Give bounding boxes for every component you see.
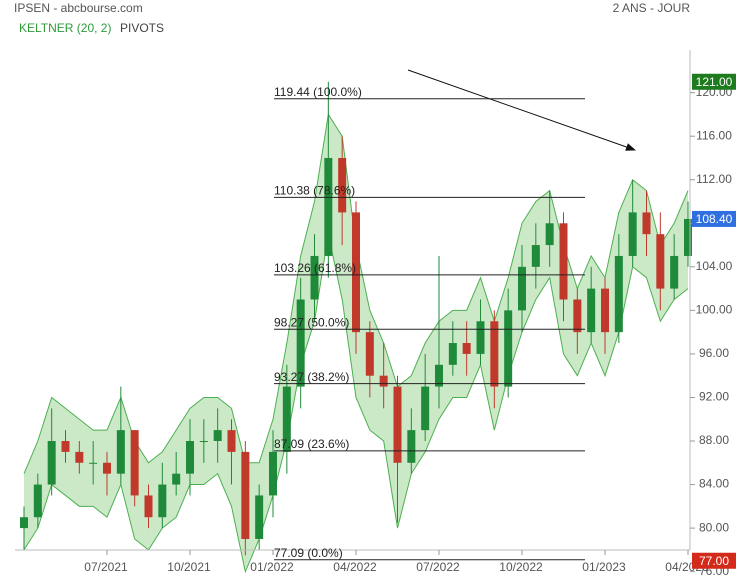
candle-body [601, 288, 609, 333]
candle-body [614, 255, 623, 333]
y-tick-label: 116.00 [696, 128, 732, 142]
candle-body [407, 430, 416, 463]
candle-body [518, 266, 526, 311]
candle-body [144, 495, 153, 518]
candle-body [504, 310, 513, 387]
x-tick-label: 10/2022 [499, 560, 543, 574]
annotation-arrow [407, 69, 636, 151]
x-tick-label: 01/2022 [250, 560, 294, 574]
candle-body [227, 430, 236, 452]
price-marker-label: 121.00 [696, 75, 733, 89]
fib-levels: 119.44 (100.0%) 110.38 (78.6%) 103.26 (61.… [274, 85, 585, 561]
candle-body [573, 299, 582, 333]
candle-body [172, 473, 181, 485]
y-tick-label: 88.00 [699, 433, 729, 447]
x-tick-label: 04/2022 [333, 560, 377, 574]
candle-body [476, 321, 485, 354]
candle-body [33, 484, 42, 518]
candle-body [559, 223, 568, 300]
y-tick-label: 104.00 [696, 259, 733, 273]
period: 2 ANS - JOUR [613, 1, 691, 15]
candle-body [531, 245, 540, 267]
price-marker [692, 552, 736, 569]
fib-label: 103.26 (61.8%) [274, 261, 356, 275]
fib-label: 93.27 (38.2%) [274, 370, 349, 384]
candle-body [103, 462, 111, 474]
fib-label: 110.38 (78.6%) [274, 184, 355, 198]
y-tick-label: 112.00 [696, 172, 732, 186]
candle-body [670, 255, 679, 289]
candle-body [310, 255, 319, 300]
candle-body [324, 157, 333, 256]
candle-body [393, 386, 402, 463]
candle-body [365, 332, 374, 376]
legend-keltner: KELTNER (20, 2) [19, 21, 111, 35]
candle-body [158, 484, 167, 518]
candle-body [213, 430, 222, 442]
y-tick-label: 84.00 [699, 477, 729, 491]
candle-body [75, 451, 84, 463]
fib-label: 98.27 (50.0%) [274, 315, 349, 329]
x-tick-label: 07/2022 [416, 560, 460, 574]
candle-body [379, 375, 388, 387]
candle-body [448, 343, 457, 365]
candle-body [296, 299, 305, 387]
y-tick-label: 100.00 [696, 303, 733, 317]
candle-body [89, 462, 98, 464]
x-tick-label: 07/2021 [84, 560, 128, 574]
candle-body [269, 451, 277, 496]
keltner-lower [23, 234, 689, 574]
y-tick-label: 80.00 [699, 520, 729, 534]
candle-body [241, 451, 250, 539]
candle-body [338, 157, 347, 213]
price-marker-label: 77.00 [699, 554, 729, 568]
price-marker-label: 108.40 [696, 212, 733, 226]
candle-body [587, 288, 596, 333]
candle-body [545, 223, 554, 246]
candle-body [656, 234, 665, 289]
legend-pivots: PIVOTS [120, 21, 164, 35]
x-tick-label: 10/2021 [167, 560, 211, 574]
fib-label: 119.44 (100.0%) [274, 85, 362, 99]
candle-body [61, 441, 70, 452]
candle-body [186, 441, 194, 474]
price-marker [692, 73, 736, 90]
chart-title: IPSEN - abcbourse.com [14, 1, 143, 15]
candle-body [20, 517, 28, 529]
price-marker [692, 210, 736, 227]
fib-label: 77.09 (0.0%) [274, 546, 343, 560]
candle-body [352, 212, 360, 333]
candle-body [684, 218, 692, 256]
y-tick-label: 92.00 [699, 390, 729, 404]
y-tick-label: 96.00 [699, 346, 729, 360]
candle-body [462, 343, 471, 354]
candle-body [435, 364, 443, 387]
candle-body [199, 441, 208, 443]
candle-body [421, 386, 430, 431]
candle-body [130, 430, 139, 496]
candle-body [490, 321, 499, 387]
candle-body [628, 212, 637, 256]
candle-body [642, 212, 651, 235]
candle-body [116, 430, 125, 474]
x-tick-label: 01/2023 [582, 560, 626, 574]
fib-label: 87.09 (23.6%) [274, 437, 349, 451]
candle-body [255, 495, 264, 539]
candle-body [47, 441, 56, 485]
candle-body [282, 386, 291, 452]
